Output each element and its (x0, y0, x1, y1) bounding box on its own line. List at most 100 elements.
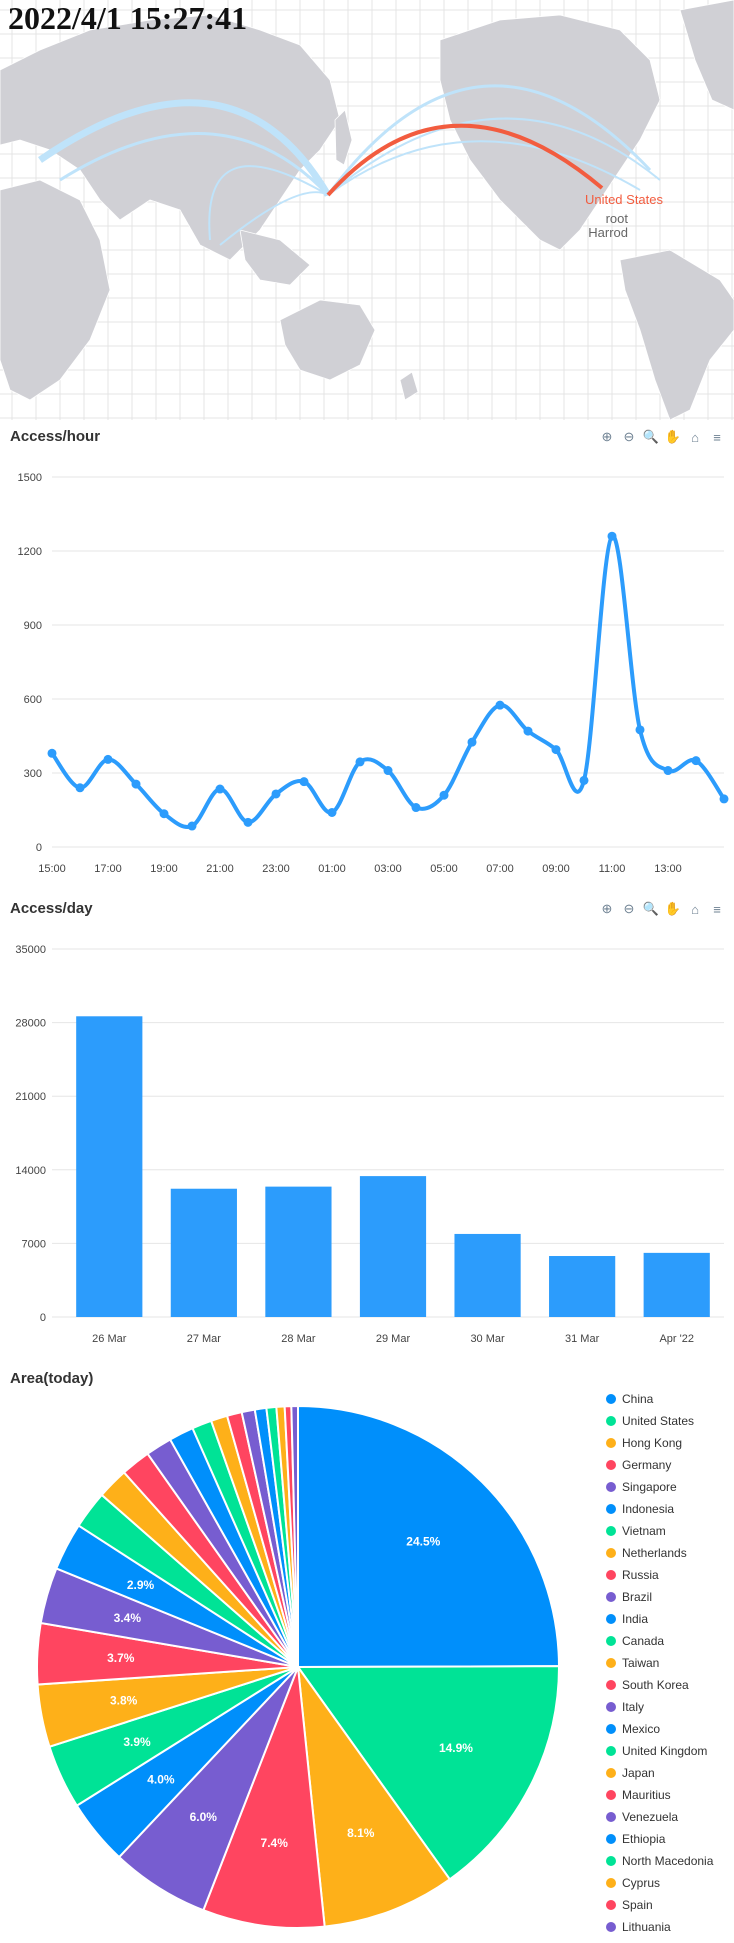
legend-item[interactable]: Hong Kong (606, 1432, 734, 1454)
legend-label: Hong Kong (622, 1436, 683, 1450)
hourly-line-chart: 0 300 600 900 1200 1500 15:00 17:00 19:00 21:00 23… (18, 472, 729, 875)
data-point (75, 783, 85, 793)
legend-marker (606, 1438, 616, 1448)
area-legend: China United States Hong Kong Germany Singap… (606, 1388, 734, 1938)
legend-item[interactable]: Mauritius (606, 1784, 734, 1806)
x-tick-label: Apr '22 (659, 1333, 694, 1345)
legend-item[interactable]: United Kingdom (606, 1740, 734, 1762)
legend-marker (606, 1680, 616, 1690)
zoom-in-icon[interactable]: ⊕ (601, 429, 613, 444)
route-arcs (38, 84, 661, 246)
legend-item[interactable]: Cyprus (606, 1872, 734, 1894)
route-arc (219, 191, 329, 246)
legend-marker (606, 1592, 616, 1602)
y-tick-label: 14000 (15, 1165, 46, 1177)
zoom-in-icon[interactable]: ⊕ (601, 901, 613, 916)
y-tick-label: 1200 (18, 546, 42, 558)
legend-label: Italy (622, 1700, 645, 1714)
pie-slice (297, 1404, 561, 1669)
magnify-icon[interactable]: 🔍 (642, 901, 660, 916)
data-point (495, 700, 505, 710)
pie-slice (290, 1404, 299, 1668)
zoom-out-icon[interactable]: ⊖ (623, 429, 635, 444)
legend-item[interactable]: Venezuela (606, 1806, 734, 1828)
slice-label: 2.9% (127, 1578, 155, 1592)
legend-item[interactable]: Lithuania (606, 1916, 734, 1938)
map-label-root: root (606, 211, 629, 226)
slice-label: 14.9% (439, 1741, 473, 1755)
legend-item[interactable]: Italy (606, 1696, 734, 1718)
bar (454, 1233, 521, 1317)
home-icon[interactable]: ⌂ (691, 429, 699, 445)
data-point (635, 725, 645, 735)
bar (359, 1176, 427, 1317)
legend-item[interactable]: India (606, 1608, 734, 1630)
legend-label: South Korea (622, 1678, 689, 1692)
legend-item[interactable]: Vietnam (606, 1520, 734, 1542)
y-tick-label: 0 (40, 1312, 46, 1324)
data-point (411, 803, 421, 813)
legend-item[interactable]: Canada (606, 1630, 734, 1652)
pan-icon[interactable]: ✋ (664, 429, 682, 444)
home-icon[interactable]: ⌂ (691, 901, 699, 917)
legend-label: Vietnam (622, 1524, 666, 1538)
legend-item[interactable]: Germany (606, 1454, 734, 1476)
legend-item[interactable]: Spain (606, 1894, 734, 1916)
legend-item[interactable]: Russia (606, 1564, 734, 1586)
legend-item[interactable]: Mexico (606, 1718, 734, 1740)
legend-item[interactable]: Taiwan (606, 1652, 734, 1674)
slice-label: 3.9% (123, 1735, 151, 1749)
pie-slice (296, 1665, 560, 1881)
x-tick-label: 28 Mar (281, 1333, 316, 1345)
legend-label: United States (622, 1414, 695, 1428)
hourly-toolbar: ⊕ ⊖ 🔍 ✋ ⌂ ≡ (598, 428, 726, 446)
menu-icon[interactable]: ≡ (713, 901, 721, 917)
data-point (467, 737, 477, 747)
y-tick-label: 300 (24, 768, 42, 780)
legend-marker (606, 1394, 616, 1404)
legend-item[interactable]: United States (606, 1410, 734, 1432)
pie-slice (296, 1663, 452, 1928)
legend-item[interactable]: China (606, 1388, 734, 1410)
data-point (719, 794, 729, 804)
daily-bar-chart: 0 7000 14000 21000 28000 35000 26 Mar 27 Mar 28 … (15, 944, 724, 1345)
legend-marker (606, 1768, 616, 1778)
legend-marker (606, 1636, 616, 1646)
bar (643, 1252, 710, 1317)
legend-marker (606, 1878, 616, 1888)
pan-icon[interactable]: ✋ (664, 901, 682, 916)
x-tick-label: 05:00 (430, 863, 458, 875)
legend-item[interactable]: Ethiopia (606, 1828, 734, 1850)
highlight-country-label: United States (585, 192, 664, 207)
legend-item[interactable]: Netherlands (606, 1542, 734, 1564)
legend-item[interactable]: Brazil (606, 1586, 734, 1608)
zoom-out-icon[interactable]: ⊖ (623, 901, 635, 916)
legend-item[interactable]: Indonesia (606, 1498, 734, 1520)
x-tick-label: 03:00 (374, 863, 402, 875)
menu-icon[interactable]: ≡ (713, 429, 721, 445)
data-point (215, 784, 225, 794)
legend-label: Russia (622, 1568, 659, 1582)
land-australia (279, 299, 376, 381)
legend-marker (606, 1834, 616, 1844)
data-point (607, 531, 617, 541)
legend-marker (606, 1482, 616, 1492)
data-point (103, 754, 113, 764)
legend-marker (606, 1460, 616, 1470)
world-map: United States root Harrod 2022/4/1 15:27… (0, 0, 734, 420)
legend-item[interactable]: North Macedonia (606, 1850, 734, 1872)
legend-item[interactable]: Singapore (606, 1476, 734, 1498)
x-tick-label: 29 Mar (376, 1333, 411, 1345)
magnify-icon[interactable]: 🔍 (642, 429, 660, 444)
slice-label: 24.5% (406, 1534, 440, 1548)
slice-label: 8.1% (347, 1826, 375, 1840)
y-tick-label: 28000 (15, 1018, 46, 1030)
legend-label: Canada (622, 1634, 665, 1648)
legend-item[interactable]: Japan (606, 1762, 734, 1784)
legend-marker (606, 1790, 616, 1800)
x-tick-label: 01:00 (318, 863, 346, 875)
legend-label: North Macedonia (622, 1854, 714, 1868)
legend-marker (606, 1614, 616, 1624)
data-point (579, 775, 589, 785)
legend-item[interactable]: South Korea (606, 1674, 734, 1696)
